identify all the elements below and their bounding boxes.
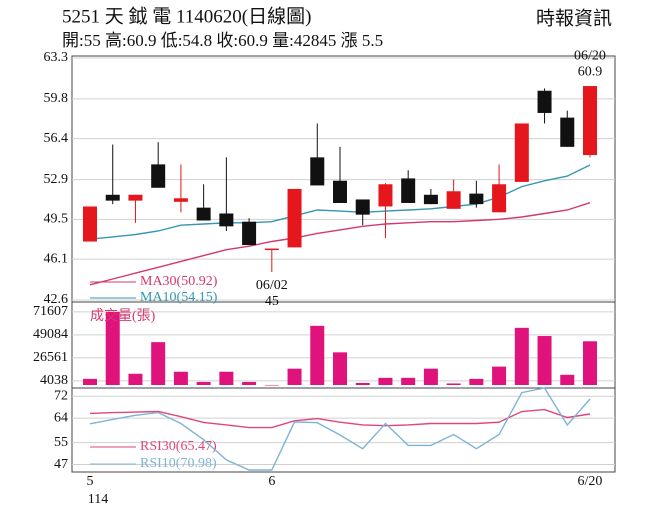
volume-bar (446, 383, 461, 385)
y-tick-label: 52.9 (44, 172, 69, 187)
series-line (89, 164, 591, 240)
series-line (89, 387, 591, 471)
volume-bar (401, 377, 416, 385)
candle-body (173, 198, 188, 202)
candle-body (219, 213, 234, 227)
legend-label: MA10(54.15) (140, 290, 218, 305)
y-tick-label: 56.4 (44, 131, 69, 146)
quote: 開:55 高:60.9 低:54.8 收:60.9 量:42845 漲 5.5 (62, 31, 383, 50)
y-tick-label: 71607 (33, 304, 68, 319)
x-year-label: 114 (88, 492, 108, 507)
y-tick-label: 55 (54, 435, 68, 450)
y-tick-label: 72 (54, 388, 68, 403)
volume-bar (219, 371, 234, 385)
x-tick-label: 5 (87, 474, 94, 489)
legend-label: RSI30(65.47) (140, 439, 217, 454)
candle-body (310, 157, 325, 186)
candle-body (196, 207, 211, 221)
volume-bar (583, 341, 597, 385)
x-tick-label: 6 (268, 474, 275, 489)
annotation-value: 45 (265, 294, 279, 309)
annotation-date: 06/20 (574, 48, 606, 63)
y-tick-label: 64 (54, 410, 68, 425)
y-tick-label: 63.3 (44, 50, 69, 65)
candle-body (333, 180, 347, 203)
volume-bar (469, 378, 484, 385)
candle-body (537, 90, 552, 113)
candle-body (287, 188, 302, 248)
y-tick-label: 26561 (33, 350, 68, 365)
x-tick-label: 6/20 (578, 474, 603, 489)
candle-body (446, 191, 461, 209)
candle-body (264, 248, 279, 251)
candle-body (151, 164, 166, 188)
candle-body (514, 123, 529, 182)
candle-body (83, 206, 97, 242)
volume-bar (537, 336, 552, 385)
legend-label: RSI10(70.98) (140, 456, 217, 471)
candle-body (355, 199, 370, 215)
series-line (89, 202, 591, 286)
volume-bar (492, 366, 507, 385)
volume-bar (560, 374, 575, 385)
panel-title: 成交量(張) (90, 307, 156, 324)
y-tick-label: 59.8 (44, 91, 69, 106)
volume-bar (355, 382, 370, 385)
panel-frame (71, 387, 616, 473)
candle-body (105, 194, 120, 201)
legend-label: MA30(50.92) (140, 274, 218, 289)
volume-bar (173, 371, 188, 385)
volume-bar (128, 373, 143, 385)
volume-bar (105, 311, 120, 385)
candle-body (378, 184, 393, 207)
source: 時報資訊 (536, 7, 612, 29)
annotation-value: 60.9 (578, 64, 603, 79)
volume-bar (264, 384, 279, 386)
y-tick-label: 47 (54, 457, 68, 472)
chart-title: 5251 天 鉞 電 1140620(日線圖) (62, 5, 311, 27)
candle-body (469, 193, 484, 205)
volume-bar (310, 325, 325, 385)
annotation-date: 06/02 (256, 278, 288, 293)
y-tick-label: 49.5 (44, 212, 69, 227)
series-line (89, 408, 591, 429)
candle-body (492, 184, 507, 213)
volume-bar (151, 342, 166, 385)
y-tick-label: 4038 (40, 373, 68, 388)
volume-bar (196, 381, 211, 385)
candle-body (128, 194, 143, 201)
candle-body (560, 117, 575, 147)
candle-body (242, 221, 257, 246)
volume-bar (242, 381, 257, 385)
volume-bar (333, 352, 347, 385)
volume-bar (378, 377, 393, 385)
y-tick-label: 46.1 (44, 251, 69, 266)
candle-body (583, 86, 597, 156)
volume-bar (423, 368, 438, 385)
volume-bar (83, 378, 97, 385)
volume-bar (287, 368, 302, 385)
volume-bar (514, 327, 529, 385)
y-tick-label: 49084 (33, 327, 68, 342)
candle-body (423, 194, 438, 205)
y-tick-label: 42.6 (44, 292, 69, 307)
candle-body (401, 178, 416, 203)
